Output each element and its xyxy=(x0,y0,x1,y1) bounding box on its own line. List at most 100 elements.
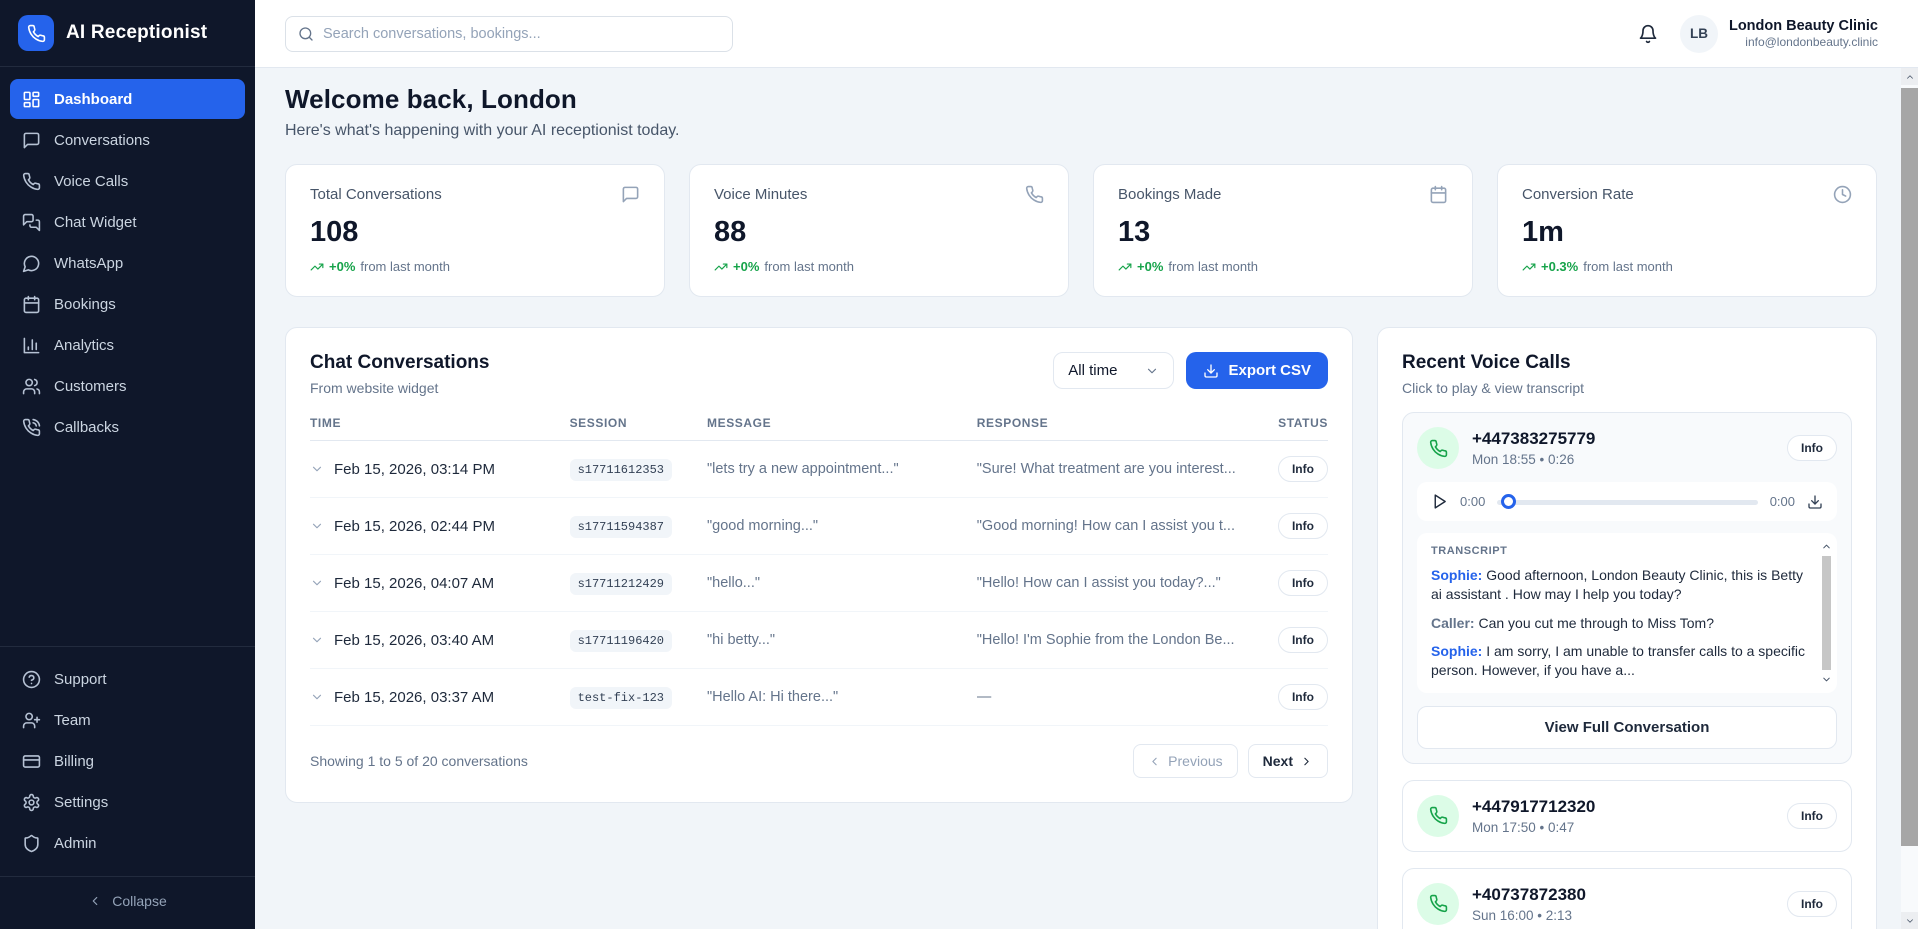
transcript-box: TRANSCRIPT Sophie: Good afternoon, Londo… xyxy=(1417,533,1837,693)
row-message: "Hello AI: Hi there..." xyxy=(707,689,839,705)
row-info-badge[interactable]: Info xyxy=(1277,684,1328,710)
row-response: — xyxy=(976,689,992,705)
phone-icon xyxy=(1429,894,1448,913)
recent-voice-calls-panel: Recent Voice Calls Click to play & view … xyxy=(1377,327,1877,929)
bar-chart-icon xyxy=(22,336,41,355)
search-input[interactable] xyxy=(323,25,720,42)
stat-value: 13 xyxy=(1118,216,1151,248)
sidebar-item-billing[interactable]: Billing xyxy=(10,741,245,781)
trending-up-icon xyxy=(310,260,324,274)
global-search[interactable] xyxy=(285,15,733,52)
trending-up-icon xyxy=(714,260,728,274)
sidebar-item-team[interactable]: Team xyxy=(10,700,245,740)
chevron-down-icon[interactable] xyxy=(310,690,324,704)
scrollbar-thumb[interactable] xyxy=(1901,88,1918,846)
table-row[interactable]: Feb 15, 2026, 02:44 PM s17711594387 "goo… xyxy=(310,498,1328,555)
chevron-down-icon[interactable] xyxy=(310,462,324,476)
next-page-button[interactable]: Next xyxy=(1247,744,1328,778)
conversations-title: Chat Conversations xyxy=(310,352,490,373)
row-info-badge[interactable]: Info xyxy=(1277,456,1328,482)
stat-card-conversion-rate: Conversion Rate 1m +0.3% from last month xyxy=(1497,164,1877,297)
scrollbar-thumb[interactable] xyxy=(1822,556,1831,670)
call-list-item[interactable]: +447917712320 Mon 17:50 • 0:47 Info xyxy=(1402,779,1852,852)
calendar-icon xyxy=(22,295,41,314)
sidebar-item-bookings[interactable]: Bookings xyxy=(10,284,245,324)
transcript-scrollbar[interactable] xyxy=(1820,541,1833,685)
chevron-down-icon[interactable] xyxy=(310,576,324,590)
table-row[interactable]: Feb 15, 2026, 04:07 AM s17711212429 "hel… xyxy=(310,555,1328,612)
row-message: "hi betty..." xyxy=(707,632,776,648)
phone-icon xyxy=(22,172,41,191)
sidebar-item-support[interactable]: Support xyxy=(10,659,245,699)
sidebar-item-analytics[interactable]: Analytics xyxy=(10,325,245,365)
collapse-label: Collapse xyxy=(112,893,167,909)
sidebar-item-customers[interactable]: Customers xyxy=(10,366,245,406)
app-title: AI Receptionist xyxy=(66,22,208,43)
sidebar-item-admin[interactable]: Admin xyxy=(10,823,245,863)
row-time: Feb 15, 2026, 03:37 AM xyxy=(334,688,495,706)
chevron-left-icon xyxy=(1148,755,1161,768)
call-list-item[interactable]: +40737872380 Sun 16:00 • 2:13 Info xyxy=(1402,867,1852,929)
stat-value: 108 xyxy=(310,216,359,248)
call-info-badge[interactable]: Info xyxy=(1787,802,1837,829)
sidebar-item-chat-widget[interactable]: Chat Widget xyxy=(10,202,245,242)
user-menu[interactable]: LB London Beauty Clinic info@londonbeaut… xyxy=(1679,14,1878,53)
row-info-badge[interactable]: Info xyxy=(1277,627,1328,653)
chevron-down-icon xyxy=(1905,916,1915,926)
row-response: "Sure! What treatment are you interest..… xyxy=(976,461,1236,477)
row-time: Feb 15, 2026, 03:40 AM xyxy=(334,631,495,649)
message-circle-icon xyxy=(22,254,41,273)
call-info-badge[interactable]: Info xyxy=(1787,890,1837,917)
row-info-badge[interactable]: Info xyxy=(1277,513,1328,539)
chevron-down-icon[interactable] xyxy=(310,519,324,533)
sidebar-item-conversations[interactable]: Conversations xyxy=(10,120,245,160)
sidebar-item-voice-calls[interactable]: Voice Calls xyxy=(10,161,245,201)
time-filter-select[interactable]: All time xyxy=(1053,352,1175,389)
chevron-up-icon xyxy=(1821,541,1832,552)
bell-icon[interactable] xyxy=(1638,24,1658,44)
app-logo: AI Receptionist xyxy=(0,0,255,66)
row-message: "hello..." xyxy=(707,575,761,591)
slider-knob[interactable] xyxy=(1501,493,1517,509)
time-filter-value: All time xyxy=(1068,362,1118,379)
avatar: LB xyxy=(1679,14,1718,53)
sidebar-item-dashboard[interactable]: Dashboard xyxy=(10,79,245,119)
conversations-subtitle: From website widget xyxy=(310,380,439,396)
collapse-button[interactable]: Collapse xyxy=(0,877,255,929)
seek-slider[interactable] xyxy=(1497,493,1758,510)
user-plus-icon xyxy=(22,711,41,730)
scroll-down-button[interactable] xyxy=(1901,912,1918,929)
row-message: "good morning..." xyxy=(707,518,819,534)
row-info-badge[interactable]: Info xyxy=(1277,570,1328,596)
sidebar-item-settings[interactable]: Settings xyxy=(10,782,245,822)
transcript-line: Sophie: I am sorry, I am unable to trans… xyxy=(1431,642,1805,679)
play-icon[interactable] xyxy=(1431,493,1448,510)
trending-up-icon xyxy=(1118,260,1132,274)
row-response: "Hello! How can I assist you today?..." xyxy=(976,575,1221,591)
sidebar-item-whatsapp[interactable]: WhatsApp xyxy=(10,243,245,283)
call-meta: Sun 16:00 • 2:13 xyxy=(1472,907,1573,923)
export-csv-button[interactable]: Export CSV xyxy=(1186,352,1328,389)
download-icon[interactable] xyxy=(1807,494,1823,510)
table-row[interactable]: Feb 15, 2026, 03:40 AM s17711196420 "hi … xyxy=(310,612,1328,669)
sidebar-divider xyxy=(0,646,255,647)
call-info-badge[interactable]: Info xyxy=(1787,435,1837,461)
sidebar-divider xyxy=(0,876,255,877)
active-call-card[interactable]: +447383275779 Mon 18:55 • 0:26 Info 0:00… xyxy=(1402,412,1852,764)
row-session: s17711212429 xyxy=(569,573,672,595)
view-full-conversation-button[interactable]: View Full Conversation xyxy=(1417,705,1837,749)
scroll-up-button[interactable] xyxy=(1901,68,1918,85)
table-row[interactable]: Feb 15, 2026, 03:37 AM test-fix-123 "Hel… xyxy=(310,669,1328,726)
row-message: "lets try a new appointment..." xyxy=(707,461,899,477)
row-time: Feb 15, 2026, 04:07 AM xyxy=(334,574,495,592)
stat-delta-suffix: from last month xyxy=(360,259,450,274)
sidebar-item-callbacks[interactable]: Callbacks xyxy=(10,407,245,447)
clock-icon xyxy=(1833,185,1852,204)
table-row[interactable]: Feb 15, 2026, 03:14 PM s17711612353 "let… xyxy=(310,441,1328,498)
chevron-down-icon[interactable] xyxy=(310,633,324,647)
page-scrollbar[interactable] xyxy=(1901,68,1918,929)
stat-delta-suffix: from last month xyxy=(1168,259,1258,274)
stats-row: Total Conversations 108 +0% from last mo… xyxy=(285,164,1877,297)
previous-page-button[interactable]: Previous xyxy=(1133,744,1238,778)
stat-value: 88 xyxy=(714,216,747,248)
